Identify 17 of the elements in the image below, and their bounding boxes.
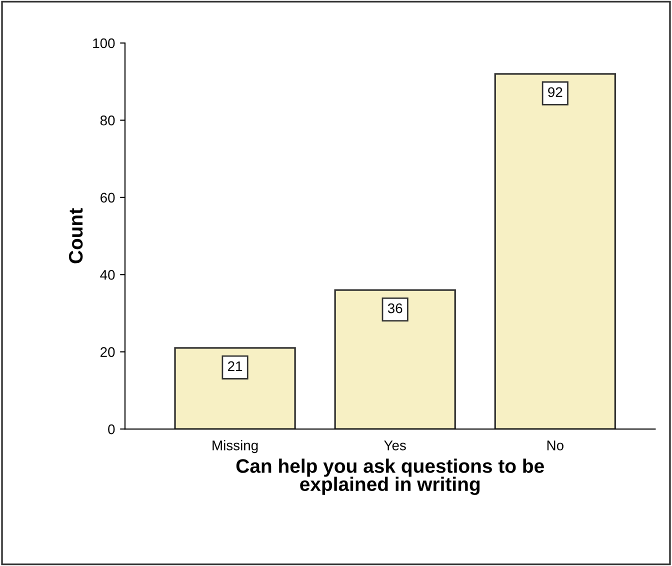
x-axis-title: Can help you ask questions to be explained in writing [236,458,544,495]
bar [174,347,296,430]
bar [334,289,456,430]
x-tick-label: No [547,440,564,450]
x-tick-label: Missing [212,440,258,454]
data-label: 36 [388,303,402,314]
y-tick-label: 60 [100,192,115,203]
y-tick-label: 80 [100,116,115,126]
y-tick-label: 20 [100,347,115,357]
y-tick-label: 40 [100,270,115,280]
y-tick-label: 100 [93,38,115,48]
data-label: 21 [228,361,242,371]
bar [494,73,616,430]
x-tick-label: Yes [384,440,406,450]
y-axis-title: Count [68,208,83,264]
y-tick-label: 0 [108,424,115,434]
data-label: 92 [548,87,562,98]
